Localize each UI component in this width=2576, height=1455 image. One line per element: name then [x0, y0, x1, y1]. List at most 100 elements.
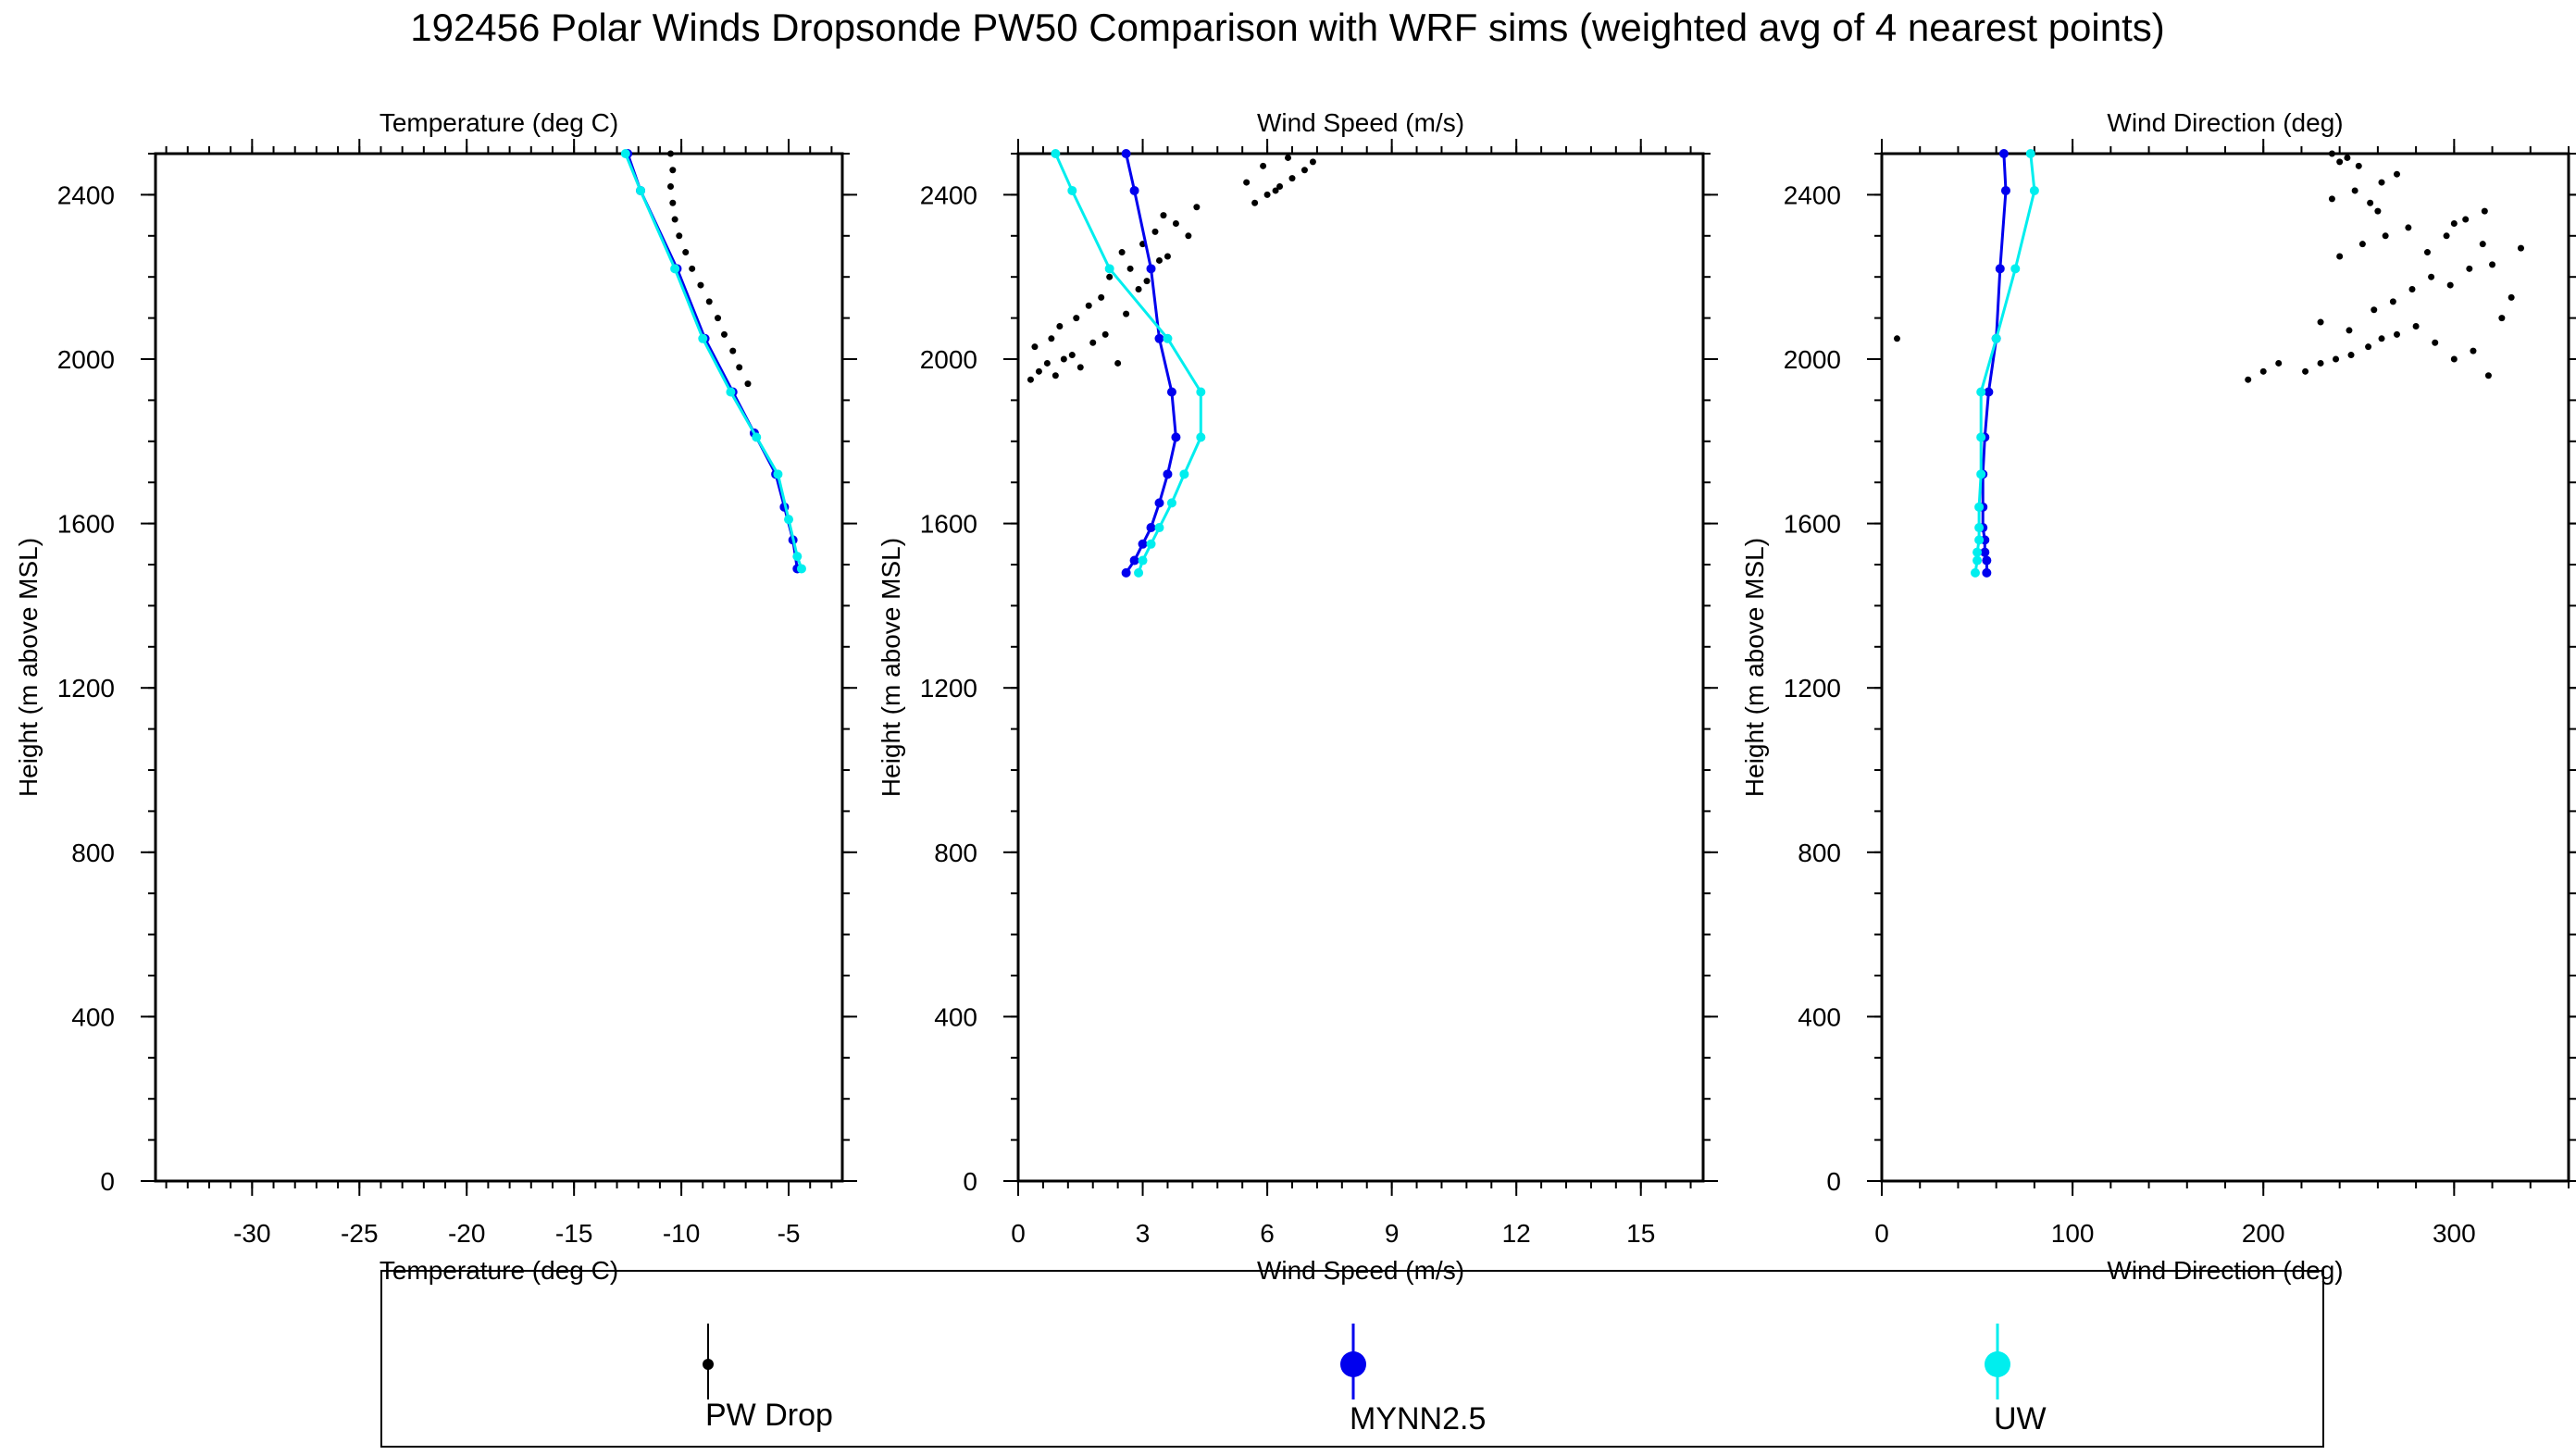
temperature-y-tick-label: 1200	[57, 674, 115, 703]
temperature-uw-marker	[726, 387, 736, 397]
wind-direction-uw-marker	[1972, 547, 1983, 557]
wind-direction-pw-drop-point	[1893, 335, 1900, 342]
wind-speed-x-tick-label: 12	[1502, 1219, 1531, 1248]
temperature-x-tick-label: -30	[233, 1219, 270, 1248]
temperature-x-tick-label: -25	[341, 1219, 378, 1248]
wind-direction-pw-drop-point	[2481, 207, 2488, 215]
wind-direction-pw-drop-point	[2443, 232, 2450, 240]
wind-speed-pw-drop-point	[1043, 359, 1051, 367]
wind-speed-x-tick-label: 9	[1385, 1219, 1400, 1248]
wind-direction-uw-marker	[1991, 333, 2001, 343]
wind-direction-uw-marker	[1974, 523, 1985, 533]
wind-speed-y-tick-label: 800	[934, 839, 977, 867]
wind-direction-pw-drop-point	[2259, 367, 2267, 375]
wind-speed-uw-marker	[1051, 149, 1061, 158]
wind-speed-pw-drop-point	[1052, 372, 1059, 379]
wind-direction-uw-marker	[1972, 555, 1983, 566]
wind-speed-pw-drop-point	[1056, 322, 1064, 330]
temperature-pw-drop-point	[689, 265, 696, 272]
wind-direction-pw-drop-point	[2275, 359, 2283, 367]
wind-direction-pw-drop-point	[2470, 347, 2477, 354]
wind-direction-y-tick-label: 400	[1798, 1002, 1841, 1031]
wind-speed-mynn2-5-marker	[1154, 333, 1164, 343]
wind-speed-y-axis-label: Height (m above MSL)	[877, 538, 905, 797]
temperature-y-tick-label: 2400	[57, 180, 115, 209]
wind-speed-pw-drop-point	[1285, 154, 1292, 161]
legend-marker-uw	[1985, 1351, 2010, 1377]
wind-speed-mynn2-5-marker	[1121, 149, 1131, 158]
legend-label-pw-drop: PW Drop	[705, 1398, 833, 1433]
wind-direction-pw-drop-point	[2489, 261, 2496, 268]
wind-direction-uw-marker	[1976, 387, 1986, 397]
temperature-pw-drop-point	[736, 364, 743, 371]
wind-direction-uw-marker	[1970, 567, 1980, 578]
wind-speed-mynn2-5-marker	[1171, 432, 1181, 442]
temperature-pw-drop-point	[669, 167, 677, 174]
wind-direction-pw-drop-point	[2245, 376, 2252, 383]
temperature-uw-marker	[752, 432, 762, 442]
wind-direction-pw-drop-point	[2365, 343, 2372, 351]
wind-direction-y-tick-label: 2400	[1784, 180, 1841, 209]
wind-speed-pw-drop-point	[1276, 183, 1284, 191]
wind-direction-pw-drop-point	[2336, 253, 2344, 260]
wind-direction-x-tick-label: 100	[2051, 1219, 2095, 1248]
wind-direction-pw-drop-point	[2344, 154, 2351, 161]
wind-speed-uw-marker	[1134, 567, 1144, 578]
temperature-x-tick-label: -15	[555, 1219, 592, 1248]
temperature-y-axis-label: Height (m above MSL)	[14, 538, 43, 797]
wind-direction-pw-drop-point	[2358, 241, 2366, 248]
wind-direction-pw-drop-point	[2378, 335, 2385, 342]
wind-direction-mynn2-5-marker	[1995, 264, 2005, 274]
wind-speed-x-tick-label: 15	[1626, 1219, 1655, 1248]
temperature-uw-line	[624, 153, 803, 569]
wind-direction-mynn2-5-marker	[1998, 149, 2009, 158]
wind-speed-pw-drop-point	[1263, 191, 1271, 198]
temperature-uw-marker	[636, 185, 646, 195]
wind-speed-pw-drop-point	[1135, 286, 1142, 293]
wind-speed-mynn2-5-marker	[1146, 264, 1156, 274]
wind-direction-uw-marker	[2029, 185, 2039, 195]
wind-direction-pw-drop-point	[2328, 195, 2335, 203]
wind-speed-pw-drop-point	[1155, 256, 1163, 264]
wind-direction-pw-drop-point	[2428, 273, 2435, 280]
temperature-y-tick-label: 1600	[57, 510, 115, 539]
wind-speed-pw-drop-point	[1073, 315, 1080, 322]
legend: PW Drop MYNN2.5 UW	[380, 1270, 2324, 1448]
wind-speed-pw-drop-point	[1164, 253, 1171, 260]
wind-direction-mynn2-5-marker	[1980, 547, 1990, 557]
wind-direction-pw-drop-point	[2367, 199, 2374, 206]
wind-direction-pw-drop-point	[2302, 367, 2309, 375]
wind-speed-mynn2-5-marker	[1146, 523, 1156, 533]
wind-direction-y-tick-label: 1600	[1784, 510, 1841, 539]
wind-direction-pw-drop-point	[2462, 216, 2470, 223]
wind-speed-pw-drop-point	[1123, 310, 1130, 317]
wind-direction-pw-drop-point	[2432, 339, 2439, 346]
wind-speed-x-tick-label: 6	[1260, 1219, 1275, 1248]
wind-direction-mynn2-5-marker	[1982, 555, 1992, 566]
wind-direction-pw-drop-point	[2450, 219, 2458, 227]
wind-direction-panel-title: Wind Direction (deg)	[2107, 108, 2343, 137]
wind-direction-x-tick-label: 200	[2242, 1219, 2285, 1248]
wind-direction-pw-drop-point	[2423, 249, 2431, 256]
wind-speed-mynn2-5-marker	[1166, 387, 1176, 397]
wind-speed-mynn2-5-marker	[1129, 555, 1139, 566]
wind-speed-pw-drop-point	[1172, 219, 1179, 227]
wind-speed-pw-drop-point	[1106, 273, 1114, 280]
wind-speed-uw-marker	[1104, 264, 1114, 274]
wind-speed-pw-drop-point	[1035, 367, 1042, 375]
figure-title: 192456 Polar Winds Dropsonde PW50 Compar…	[410, 6, 2165, 49]
temperature-y-tick-label: 800	[71, 839, 115, 867]
wind-speed-pw-drop-point	[1031, 343, 1039, 351]
wind-direction-mynn2-5-marker	[1984, 387, 1994, 397]
wind-speed-pw-drop-point	[1101, 330, 1109, 338]
wind-speed-uw-marker	[1138, 555, 1148, 566]
wind-direction-pw-drop-point	[2378, 179, 2385, 186]
wind-speed-panel: Wind Speed (m/s)Wind Speed (m/s)Height (…	[877, 108, 1718, 1285]
wind-direction-pw-drop-point	[2484, 372, 2492, 379]
wind-direction-pw-drop-point	[2351, 187, 2358, 194]
wind-direction-y-tick-label: 1200	[1784, 674, 1841, 703]
temperature-pw-drop-point	[705, 298, 713, 305]
temperature-x-tick-label: -5	[778, 1219, 801, 1248]
wind-direction-pw-drop-point	[2346, 327, 2353, 334]
wind-direction-pw-drop-point	[2382, 232, 2389, 240]
